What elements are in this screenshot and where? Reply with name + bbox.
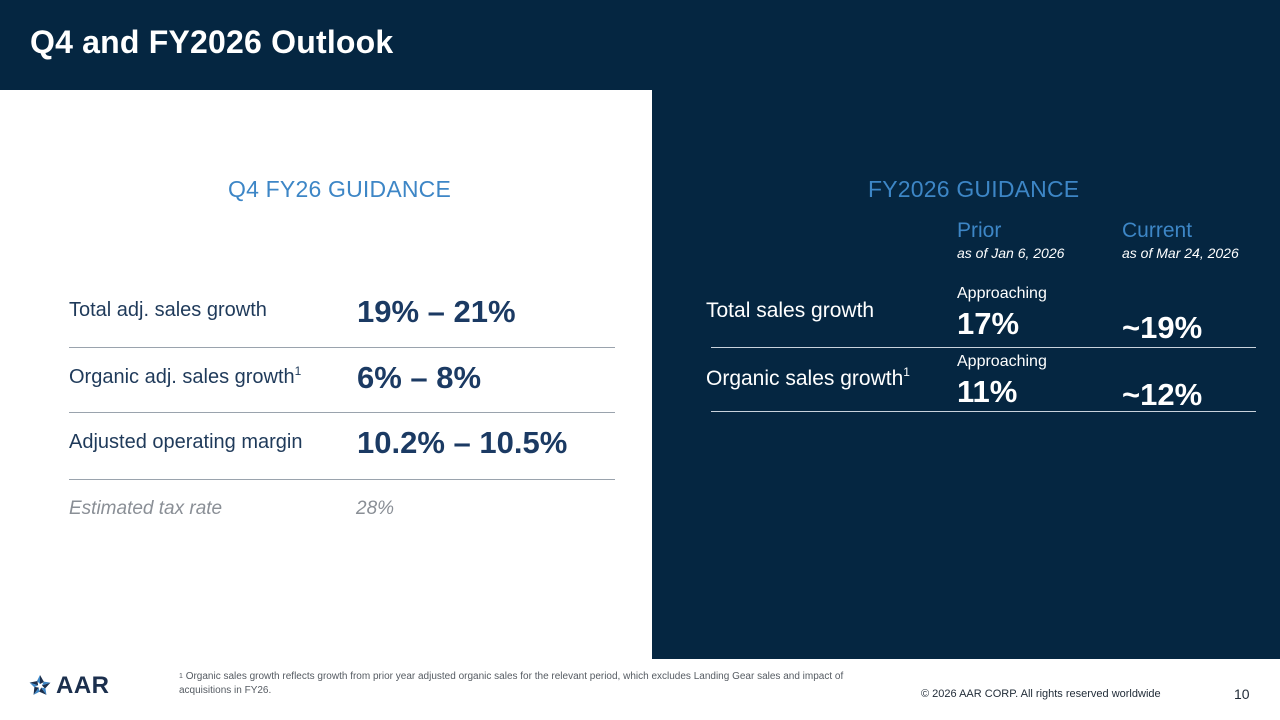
page-title: Q4 and FY2026 Outlook	[30, 24, 394, 60]
fy-guidance-panel	[652, 0, 1280, 659]
fy-current-value-organic: ~12%	[1122, 377, 1203, 412]
divider	[69, 347, 615, 348]
q4-row-value-margin: 10.2% – 10.5%	[357, 425, 568, 460]
prior-column-date: as of Jan 6, 2026	[957, 245, 1065, 261]
page-number: 10	[1234, 686, 1250, 702]
q4-row-label-total: Total adj. sales growth	[69, 299, 267, 321]
fy-prior-qualifier-organic: Approaching	[957, 353, 1047, 370]
q4-row-label-margin: Adjusted operating margin	[69, 431, 303, 453]
fy-row-label-total: Total sales growth	[706, 299, 875, 322]
q4-guidance-heading: Q4 FY26 GUIDANCE	[228, 176, 452, 202]
fy-prior-value-organic: 11%	[957, 374, 1018, 409]
tax-rate-value: 28%	[356, 498, 395, 519]
prior-column-header: Prior	[957, 219, 1002, 242]
q4-row-value-organic: 6% – 8%	[357, 360, 482, 395]
divider	[69, 479, 615, 480]
fy-current-value-total: ~19%	[1122, 310, 1203, 345]
fy-prior-qualifier-total: Approaching	[957, 285, 1047, 302]
aar-logo: AAR	[28, 672, 110, 699]
tax-rate-label: Estimated tax rate	[69, 498, 223, 519]
divider	[69, 412, 615, 413]
current-column-header: Current	[1122, 219, 1193, 242]
q4-row-value-total: 19% – 21%	[357, 294, 516, 329]
divider	[711, 411, 1256, 412]
logo-text: AAR	[56, 672, 110, 699]
current-column-date: as of Mar 24, 2026	[1122, 245, 1239, 261]
fy-row-label-organic: Organic sales growth1	[706, 365, 910, 390]
divider	[711, 347, 1256, 348]
footnote: 1 Organic sales growth reflects growth f…	[179, 671, 844, 696]
fy-prior-value-total: 17%	[957, 306, 1020, 341]
q4-row-label-organic: Organic adj. sales growth1	[69, 364, 302, 388]
q4-guidance-panel	[0, 90, 652, 660]
fy-guidance-heading: FY2026 GUIDANCE	[868, 176, 1080, 202]
aar-logo-icon	[29, 675, 51, 695]
copyright: © 2026 AAR CORP. All rights reserved wor…	[921, 688, 1161, 700]
